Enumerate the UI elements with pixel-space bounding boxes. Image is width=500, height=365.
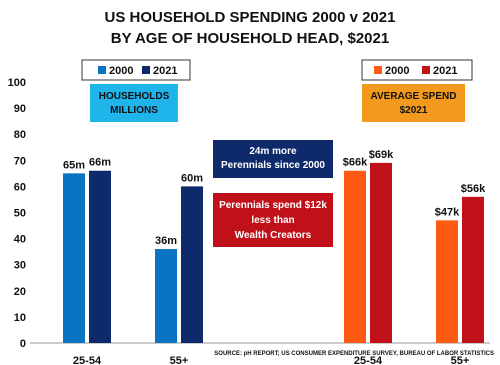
data-label: 66m: [89, 157, 111, 169]
category-label: 55+: [451, 355, 470, 365]
data-label: $47k: [435, 206, 460, 218]
y-tick-label: 70: [14, 155, 26, 167]
y-tick-label: 0: [20, 338, 26, 350]
panel-label-line: $2021: [400, 105, 428, 116]
legend-label-2000: 2000: [385, 65, 409, 77]
legend-label-2021: 2021: [433, 65, 457, 77]
legend-swatch-2021: [422, 66, 430, 74]
data-label: $66k: [343, 157, 368, 169]
data-label: 65m: [63, 159, 85, 171]
y-tick-label: 10: [14, 312, 26, 324]
chart-title-line: US HOUSEHOLD SPENDING 2000 v 2021: [105, 9, 396, 26]
panel-label-line: AVERAGE SPEND: [371, 91, 457, 102]
legend-label-2021: 2021: [153, 65, 177, 77]
annotation-line: less than: [251, 215, 294, 226]
bar-2000-25-54: [63, 173, 85, 343]
annotation-line: 24m more: [249, 146, 297, 157]
legend-box: [81, 59, 191, 81]
annotation-box: [213, 193, 333, 247]
panel-label-line: HOUSEHOLDS: [99, 91, 170, 102]
y-tick-label: 40: [14, 234, 26, 246]
bar-2000-55+: [155, 249, 177, 343]
source-note: SOURCE: pH REPORT; US CONSUMER EXPENDITU…: [214, 351, 494, 357]
annotation-line: Wealth Creators: [235, 230, 312, 241]
data-label: $69k: [369, 149, 394, 161]
panel-label-box: [362, 84, 465, 122]
annotation-line: Perennials since 2000: [221, 160, 325, 171]
category-label: 25-54: [73, 355, 102, 365]
bar-2021-55+: [462, 196, 484, 343]
legend-swatch-2000: [374, 66, 382, 74]
bar-2021-55+: [181, 186, 203, 343]
legend-label-2000: 2000: [109, 65, 133, 77]
annotation-box: [213, 140, 333, 178]
annotation-line: Perennials spend $12k: [219, 200, 327, 211]
legend-swatch-2021: [142, 66, 150, 74]
data-label: $56k: [461, 183, 486, 195]
y-tick-label: 100: [8, 77, 26, 89]
chart-title-line: BY AGE OF HOUSEHOLD HEAD, $2021: [111, 30, 389, 47]
category-label: 55+: [170, 355, 189, 365]
legend-swatch-2000: [98, 66, 106, 74]
panel-label-line: MILLIONS: [110, 105, 158, 116]
data-label: 60m: [181, 172, 203, 184]
y-tick-label: 50: [14, 208, 26, 220]
category-label: 25-54: [354, 355, 383, 365]
data-label: 36m: [155, 235, 177, 247]
y-tick-label: 80: [14, 129, 26, 141]
legend-box: [361, 59, 473, 81]
panel-label-box: [90, 84, 178, 122]
y-tick-label: 60: [14, 181, 26, 193]
bar-2021-25-54: [370, 162, 392, 343]
bar-2000-55+: [436, 220, 458, 343]
bar-2021-25-54: [89, 170, 111, 343]
y-tick-label: 90: [14, 103, 26, 115]
y-tick-label: 30: [14, 260, 26, 272]
y-tick-label: 20: [14, 286, 26, 298]
bar-2000-25-54: [344, 170, 366, 343]
